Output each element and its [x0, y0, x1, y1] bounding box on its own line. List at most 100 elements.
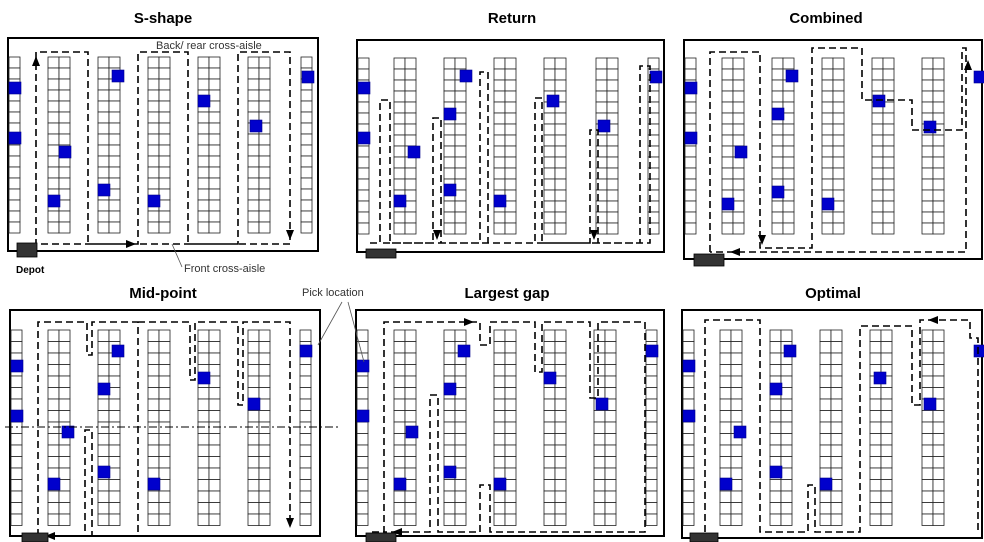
storage-slot: [108, 111, 121, 124]
storage-slot: [97, 155, 110, 168]
storage-slot: [356, 467, 369, 480]
storage-slot: [504, 329, 517, 342]
storage-slot: [869, 502, 882, 515]
storage-slot: [606, 68, 619, 81]
storage-slot: [58, 89, 71, 102]
storage-slot: [404, 134, 417, 147]
pick-location-marker: [973, 70, 984, 84]
storage-slot: [454, 112, 467, 125]
storage-slot: [454, 189, 467, 202]
storage-slot: [593, 490, 606, 503]
pick-leader-right: [347, 301, 365, 363]
storage-slot: [493, 211, 506, 224]
storage-slot: [404, 57, 417, 70]
storage-slot: [97, 364, 110, 377]
storage-slot: [393, 329, 406, 342]
arrow-right-icon: [464, 318, 474, 326]
storage-slot: [247, 89, 260, 102]
storage-slot: [247, 421, 260, 434]
storage-slot: [147, 433, 160, 446]
storage-slot: [197, 513, 210, 526]
storage-slot: [730, 364, 743, 377]
storage-slot: [247, 144, 260, 157]
storage-slot: [47, 375, 60, 388]
storage-slot: [299, 502, 312, 515]
storage-slot: [208, 433, 221, 446]
storage-slot: [443, 57, 456, 70]
storage-slot: [443, 156, 456, 169]
storage-slot: [921, 341, 934, 354]
storage-slot: [47, 490, 60, 503]
storage-slot: [882, 112, 895, 125]
storage-slot: [58, 398, 71, 411]
pick-location-marker: [301, 70, 315, 84]
storage-slot: [732, 123, 745, 136]
storage-slot: [645, 398, 658, 411]
storage-slot: [147, 56, 160, 69]
storage-slot: [645, 375, 658, 388]
storage-slot: [730, 502, 743, 515]
storage-slot: [158, 144, 171, 157]
storage-slot: [645, 456, 658, 469]
storage-slot: [682, 421, 695, 434]
storage-slot: [443, 421, 456, 434]
storage-slot: [684, 211, 697, 224]
storage-slot: [871, 145, 884, 158]
storage-slot: [819, 456, 832, 469]
storage-slot: [869, 456, 882, 469]
pick-location-marker: [247, 397, 261, 411]
storage-slot: [606, 101, 619, 114]
storage-slot: [504, 433, 517, 446]
storage-slot: [393, 387, 406, 400]
storage-slot: [821, 101, 834, 114]
storage-slot: [821, 112, 834, 125]
storage-slot: [493, 101, 506, 114]
storage-slot: [258, 155, 271, 168]
storage-slot: [404, 456, 417, 469]
storage-slot: [932, 364, 945, 377]
storage-slot: [47, 352, 60, 365]
storage-slot: [769, 513, 782, 526]
storage-slot: [247, 387, 260, 400]
storage-slot: [921, 156, 934, 169]
storage-slot: [684, 178, 697, 191]
storage-slot: [454, 178, 467, 191]
storage-slot: [208, 352, 221, 365]
arrow-left-icon: [392, 528, 402, 536]
storage-slot: [882, 57, 895, 70]
storage-slot: [782, 90, 795, 103]
storage-slot: [504, 375, 517, 388]
storage-slot: [147, 513, 160, 526]
storage-slot: [606, 167, 619, 180]
storage-slot: [197, 210, 210, 223]
storage-slot: [258, 210, 271, 223]
storage-slot: [782, 167, 795, 180]
storage-slot: [721, 79, 734, 92]
arrow-right-icon: [126, 240, 136, 248]
storage-slot: [821, 90, 834, 103]
storage-slot: [821, 167, 834, 180]
storage-slot: [158, 221, 171, 234]
storage-slot: [771, 79, 784, 92]
storage-slot: [921, 502, 934, 515]
storage-slot: [454, 364, 467, 377]
storage-slot: [921, 90, 934, 103]
storage-slot: [493, 502, 506, 515]
front-aisle-label: Front cross-aisle: [184, 263, 265, 275]
storage-slot: [147, 456, 160, 469]
storage-slot: [443, 123, 456, 136]
storage-slot: [97, 166, 110, 179]
storage-slot: [443, 410, 456, 423]
storage-slot: [832, 112, 845, 125]
storage-slot: [504, 68, 517, 81]
storage-slot: [197, 199, 210, 212]
storage-slot: [821, 222, 834, 235]
storage-slot: [47, 444, 60, 457]
storage-slot: [47, 410, 60, 423]
storage-slot: [443, 341, 456, 354]
storage-slot: [493, 456, 506, 469]
storage-slot: [108, 387, 121, 400]
storage-slot: [258, 479, 271, 492]
storage-slot: [932, 490, 945, 503]
storage-slot: [821, 156, 834, 169]
